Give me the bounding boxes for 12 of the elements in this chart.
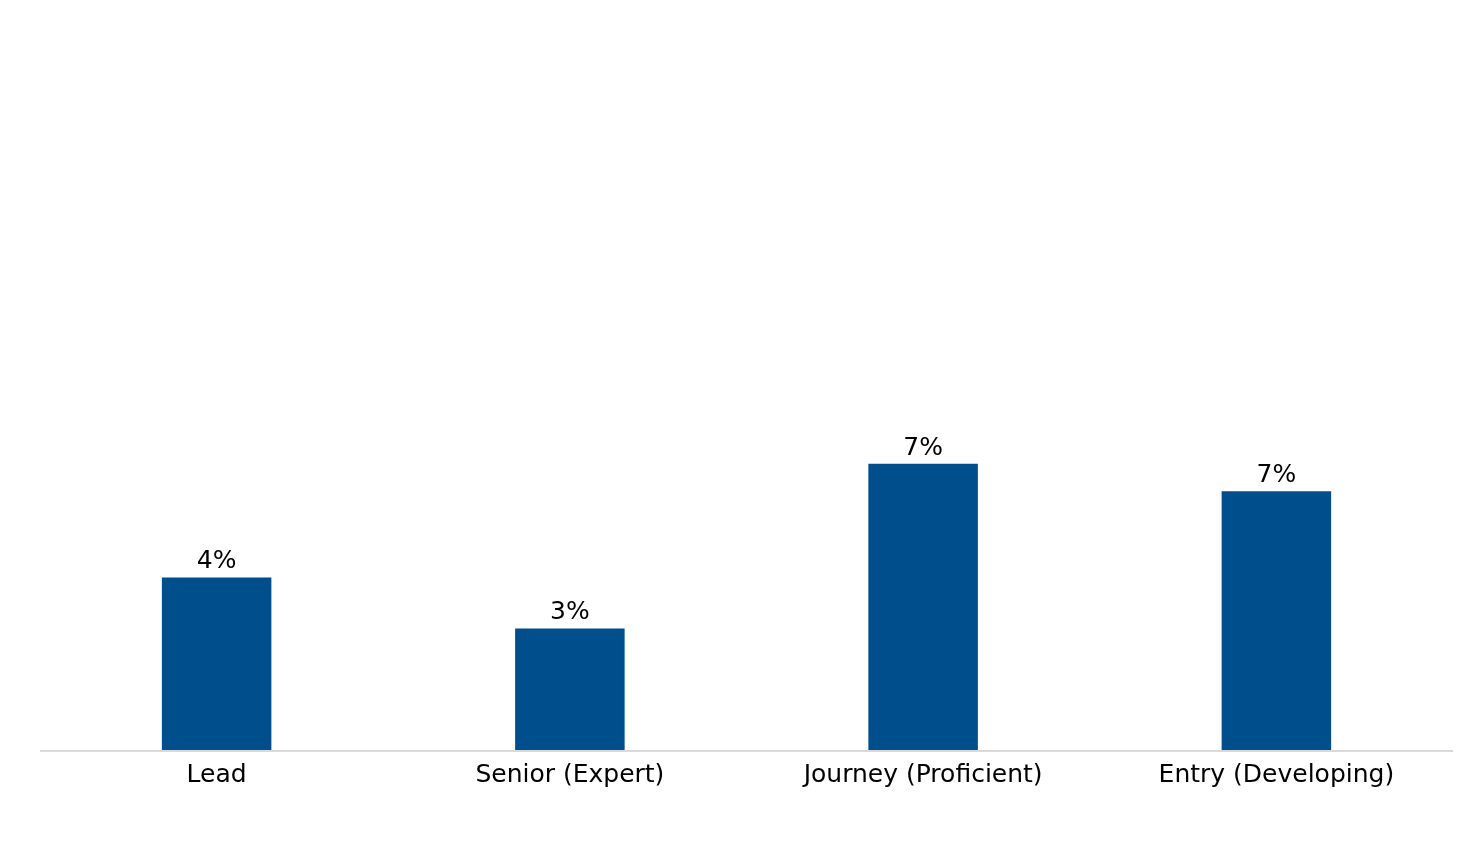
data-label: 3% bbox=[550, 596, 590, 626]
data-label: 7% bbox=[903, 431, 943, 461]
x-tick-label: Lead bbox=[186, 759, 247, 788]
data-label: 7% bbox=[1256, 459, 1297, 489]
x-tick-label: Entry (Developing) bbox=[1158, 759, 1395, 788]
bar bbox=[161, 577, 272, 750]
data-label: 4% bbox=[196, 545, 237, 575]
bar bbox=[515, 628, 625, 750]
bar bbox=[868, 463, 978, 750]
x-tick-label: Journey (Proficient) bbox=[801, 759, 1043, 788]
bar bbox=[1221, 491, 1332, 750]
x-tick-label: Senior (Expert) bbox=[475, 759, 665, 788]
